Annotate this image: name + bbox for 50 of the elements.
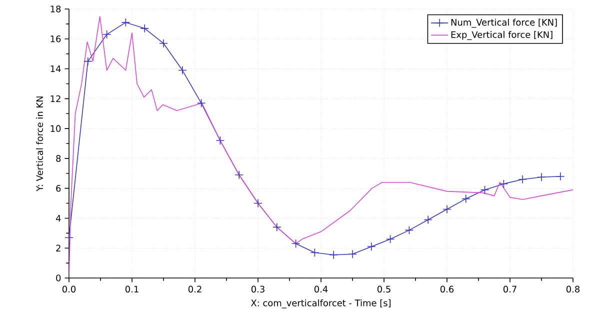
y-tick-label: 0	[56, 274, 61, 282]
point	[216, 136, 225, 145]
x-tick-label: 0.7	[503, 286, 516, 293]
point	[329, 250, 338, 260]
point	[462, 194, 470, 204]
point	[480, 185, 490, 194]
x-tick-label: 0.5	[377, 286, 390, 293]
point	[404, 226, 414, 235]
y-tick-label: 2	[56, 244, 60, 252]
point	[518, 174, 527, 184]
x-tick-label: 0.8	[566, 286, 580, 293]
point	[140, 24, 149, 33]
y-tick-label: 18	[50, 6, 61, 12]
point	[178, 66, 187, 75]
point	[367, 242, 376, 251]
point	[84, 56, 92, 66]
point	[386, 234, 395, 244]
point	[348, 250, 357, 258]
y-tick-label: 14	[50, 66, 61, 72]
y-axis-title: Y: Vertical force in KN	[36, 96, 43, 192]
point	[159, 38, 168, 48]
point	[196, 98, 206, 108]
y-tick-label: 10	[50, 125, 61, 132]
point	[64, 233, 74, 242]
point	[234, 170, 244, 180]
y-tick-label: 12	[50, 95, 60, 102]
x-tick-label: 0.3	[251, 286, 264, 293]
y-tick-label: 16	[50, 35, 61, 42]
legend-label: Num_Vertical force [KN]	[451, 18, 557, 28]
point	[272, 222, 282, 232]
y-tick-label: 8	[56, 155, 61, 162]
point	[424, 215, 432, 224]
x-tick-label: 0.2	[188, 286, 202, 293]
point	[556, 172, 565, 181]
point	[121, 18, 130, 27]
point	[291, 239, 300, 248]
point	[499, 179, 508, 188]
point	[310, 248, 320, 257]
x-tick-label: 0.0	[62, 286, 76, 293]
x-axis-title: X: com_verticalforcet - Time [s]	[250, 299, 391, 308]
x-tick-label: 0.6	[440, 286, 454, 293]
y-tick-label: 4	[56, 214, 61, 222]
x-tick-label: 0.1	[125, 286, 138, 293]
point	[537, 172, 546, 182]
y-tick-label: 6	[56, 184, 61, 192]
point	[442, 204, 452, 214]
legend-label: Exp_Vertical force [KN]	[451, 31, 552, 40]
point	[102, 30, 112, 39]
point	[254, 198, 262, 208]
x-tick-label: 0.4	[314, 286, 328, 293]
